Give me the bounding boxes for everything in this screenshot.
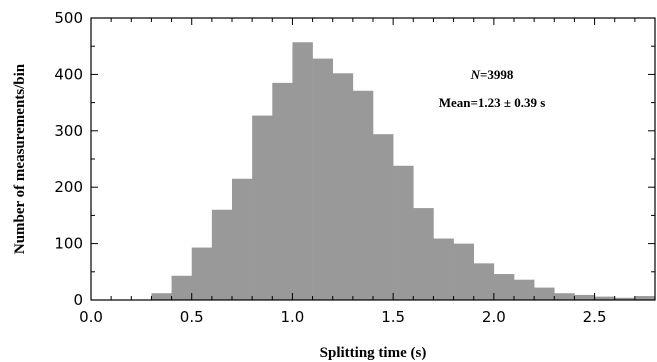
x-tick-label: 1.0 xyxy=(280,308,304,326)
histogram-bar xyxy=(211,209,233,300)
annotation-n-value: =3998 xyxy=(480,67,514,82)
histogram-bar xyxy=(373,134,394,300)
y-tick-label: 500 xyxy=(54,9,83,27)
histogram-bar xyxy=(433,238,454,300)
histogram-bar xyxy=(292,42,313,300)
histogram-bar xyxy=(352,90,374,300)
x-tick-label: 2.5 xyxy=(583,308,607,326)
y-tick-label: 300 xyxy=(54,122,83,140)
histogram-bar xyxy=(473,263,495,300)
histogram-bar xyxy=(514,279,535,300)
histogram-bar xyxy=(534,287,555,300)
y-tick-label: 200 xyxy=(54,178,83,196)
histogram-bar xyxy=(614,297,636,300)
annotation-mean: Mean=1.23 ± 0.39 s xyxy=(439,95,546,110)
histogram-bar xyxy=(332,73,354,301)
y-tick-label: 0 xyxy=(73,291,83,309)
x-tick-label: 1.5 xyxy=(381,308,405,326)
annotation-n-symbol: N xyxy=(470,67,481,82)
histogram-bar xyxy=(171,275,193,300)
histogram-bar xyxy=(634,296,656,300)
histogram-bar xyxy=(493,274,515,300)
histogram-bar xyxy=(554,293,575,300)
histogram-bar xyxy=(232,178,253,300)
y-tick-label: 100 xyxy=(54,235,83,253)
histogram-bar xyxy=(574,294,595,300)
y-axis-title: Number of measurements/bin xyxy=(12,63,28,254)
histogram-bar xyxy=(413,208,434,300)
y-axis: 0 100 200 300 400 500 xyxy=(54,9,655,309)
x-axis-title: Splitting time (s) xyxy=(320,345,427,361)
histogram-bar xyxy=(453,243,475,300)
histogram-bar xyxy=(272,82,293,300)
histogram-bar xyxy=(151,293,172,300)
histogram-bar xyxy=(252,115,273,300)
histogram-bar xyxy=(191,247,213,300)
y-tick-label: 400 xyxy=(54,65,83,83)
x-tick-label: 2.0 xyxy=(482,308,506,326)
x-axis: 0.0 0.5 1.0 1.5 2.0 2.5 xyxy=(79,18,656,326)
histogram-bar xyxy=(594,296,616,300)
x-tick-label: 0.0 xyxy=(79,308,103,326)
histogram-bar xyxy=(312,58,334,300)
histogram-bar xyxy=(393,165,414,300)
x-tick-label: 0.5 xyxy=(180,308,204,326)
annotation-n: N=3998 xyxy=(470,67,514,82)
bars-group xyxy=(151,42,656,301)
